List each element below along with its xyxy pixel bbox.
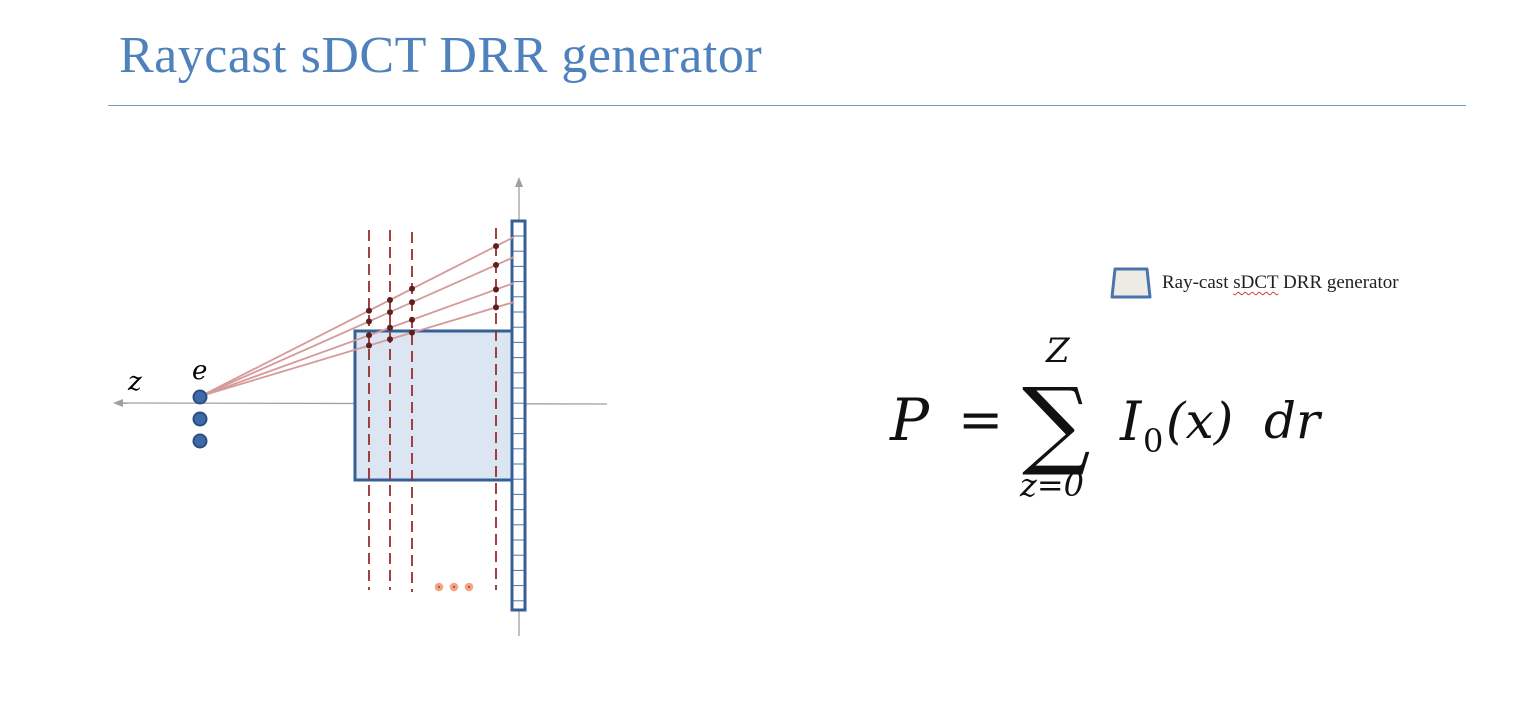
formula-argument: (x) xyxy=(1166,392,1233,450)
sample-point xyxy=(409,316,415,323)
sample-point-group xyxy=(366,243,499,349)
legend-label: Ray-cast sDCT DRR generator xyxy=(1162,272,1399,293)
z-axis-label: z xyxy=(127,367,142,397)
sample-point xyxy=(366,307,372,314)
sample-point xyxy=(493,304,499,311)
formula-differential: dr xyxy=(1264,392,1323,450)
sample-point xyxy=(387,324,393,331)
sample-point xyxy=(387,297,393,303)
formula-lower-limit: z=0 xyxy=(1019,466,1084,504)
ellipsis-dots xyxy=(434,582,474,592)
ray-line xyxy=(200,301,515,397)
sample-point xyxy=(366,332,372,339)
sample-point xyxy=(493,286,499,293)
formula-equals: = xyxy=(958,388,1003,451)
source-point xyxy=(192,389,208,405)
sample-point xyxy=(387,336,393,343)
sample-point xyxy=(493,243,499,250)
ray-line xyxy=(200,282,515,397)
sample-point xyxy=(409,299,415,306)
sample-point xyxy=(409,285,415,292)
formula-intensity: I xyxy=(1119,390,1143,453)
source-point xyxy=(192,433,208,449)
title-divider xyxy=(108,105,1466,106)
formula-subscript: 0 xyxy=(1143,422,1163,460)
sample-point xyxy=(409,329,415,336)
source-label: e xyxy=(192,356,207,386)
page-title: Raycast sDCT DRR generator xyxy=(119,27,763,84)
sample-point xyxy=(387,309,393,316)
trapezoid-legend-icon xyxy=(1110,267,1152,299)
source-point xyxy=(192,411,208,427)
formula-upper-limit: Z xyxy=(1045,331,1071,371)
ray-line xyxy=(200,256,515,397)
legend-label-squiggly: sDCT xyxy=(1233,272,1279,293)
ray-line xyxy=(200,236,515,397)
detector-panel xyxy=(510,219,527,612)
legend: Ray-cast sDCT DRR generator xyxy=(1110,266,1399,300)
formula-lhs: P xyxy=(889,386,930,454)
sample-point xyxy=(366,318,372,325)
sample-point xyxy=(366,342,372,349)
ray-group xyxy=(200,236,515,397)
projection-formula: P = ∑ Z z=0 I 0 (x) dr xyxy=(889,331,1323,504)
formula-sum-symbol: ∑ xyxy=(1022,367,1091,479)
sample-point xyxy=(493,262,499,268)
volume-box xyxy=(353,329,515,482)
